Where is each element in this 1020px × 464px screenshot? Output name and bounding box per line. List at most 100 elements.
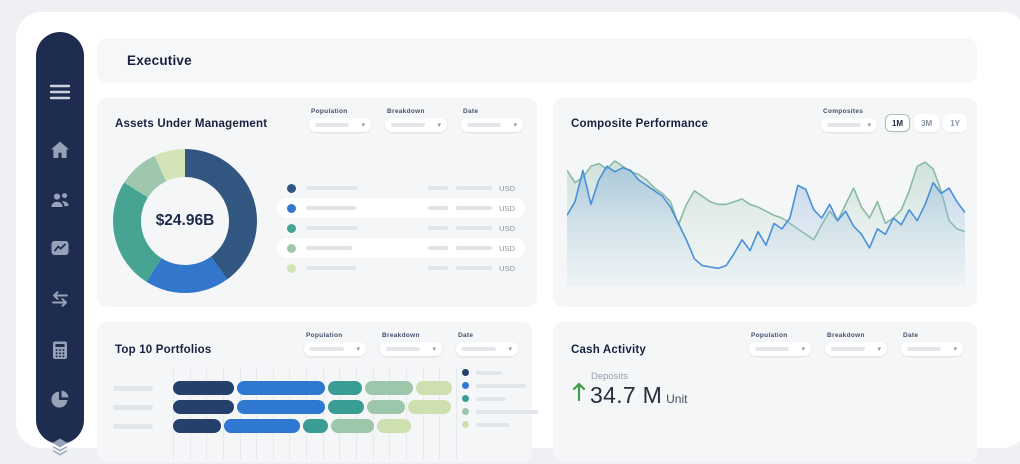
range-button-3m[interactable]: 3M — [914, 114, 940, 132]
portfolio-bar-row — [113, 419, 457, 433]
breakdown-dropdown[interactable]: ▾ — [380, 342, 442, 356]
currency-label: USD — [499, 203, 515, 213]
portfolio-bar-row — [113, 400, 457, 414]
chevron-down-icon: ▾ — [953, 345, 957, 353]
chevron-down-icon: ▾ — [437, 121, 441, 129]
population-dropdown[interactable]: ▾ — [749, 342, 811, 356]
placeholder-bar — [310, 347, 344, 351]
bar-segment-4 — [365, 381, 414, 395]
placeholder-bar — [456, 226, 493, 230]
legend-dot — [287, 243, 296, 253]
chart-folder-icon[interactable] — [48, 236, 72, 260]
hamburger-menu-button[interactable] — [48, 80, 72, 104]
composite-card-title: Composite Performance — [571, 118, 709, 130]
placeholder-bar — [476, 396, 506, 401]
placeholder-bar — [907, 347, 941, 351]
bar-segment-2 — [237, 400, 326, 414]
range-button-1m[interactable]: 1M — [884, 114, 911, 132]
portfolios-legend-item — [462, 382, 538, 389]
layers-icon[interactable] — [48, 435, 72, 459]
bar-track — [173, 400, 457, 414]
bar-segment-1 — [173, 419, 222, 433]
donut-segment-3 — [113, 182, 162, 282]
cash-card-title: Cash Activity — [571, 344, 647, 356]
legend-dot — [287, 263, 296, 273]
chevron-down-icon: ▾ — [432, 345, 436, 353]
placeholder-bar — [476, 383, 526, 388]
placeholder-bar — [428, 206, 449, 210]
placeholder-bar — [428, 246, 449, 250]
portfolios-legend-item — [462, 408, 538, 415]
filter-label: Population — [751, 332, 788, 339]
legend-dot — [462, 421, 469, 428]
placeholder-bar — [428, 226, 449, 230]
legend-dot — [462, 395, 469, 402]
filter-label: Composites — [822, 108, 864, 115]
filter-breakdown: Breakdown ▾ — [380, 332, 442, 356]
portfolios-filters: Population ▾ Breakdown ▾ Date ▾ — [304, 332, 518, 356]
breakdown-dropdown[interactable]: ▾ — [825, 342, 887, 356]
filter-label: Population — [306, 332, 343, 339]
users-icon[interactable] — [48, 188, 72, 212]
composite-controls: Composites ▾ 1M 3M 1Y — [820, 108, 967, 132]
currency-label: USD — [499, 183, 515, 193]
portfolios-legend — [462, 369, 538, 428]
chevron-down-icon: ▾ — [508, 345, 512, 353]
date-dropdown[interactable]: ▾ — [456, 342, 518, 356]
filter-label: Date — [463, 108, 479, 115]
donut-segment-1 — [185, 149, 257, 280]
population-dropdown[interactable]: ▾ — [309, 118, 371, 132]
time-range-toggle: 1M 3M 1Y — [884, 114, 967, 132]
deposits-unit: Unit — [666, 392, 688, 406]
home-icon[interactable] — [48, 138, 72, 162]
range-button-1y[interactable]: 1Y — [943, 114, 967, 132]
filter-label: Date — [458, 332, 474, 339]
chevron-down-icon: ▾ — [867, 121, 871, 129]
placeholder-bar — [755, 347, 789, 351]
legend-dot — [462, 369, 469, 376]
donut-segment-2 — [146, 256, 228, 293]
page-title: Executive — [127, 53, 192, 68]
cash-activity-card: Cash Activity Population ▾ Breakdown ▾ Date ▾… — [553, 322, 977, 462]
placeholder-bar — [306, 266, 356, 270]
aum-total-value: $24.96B — [155, 212, 215, 229]
sidebar — [36, 32, 84, 456]
donut-svg — [113, 149, 257, 293]
donut-segment-5 — [154, 149, 185, 182]
aum-donut-chart: $24.96B — [110, 146, 260, 296]
aum-legend: USD USD USD USD USD — [277, 178, 525, 278]
aum-legend-row: USD — [277, 238, 525, 258]
bar-segment-5 — [376, 419, 411, 433]
bar-segment-1 — [173, 381, 235, 395]
calculator-icon[interactable] — [48, 338, 72, 362]
placeholder-bar — [456, 266, 493, 270]
placeholder-bar — [456, 206, 493, 210]
aum-card-title: Assets Under Management — [115, 118, 268, 130]
aum-legend-row: USD — [277, 218, 525, 238]
population-dropdown[interactable]: ▾ — [304, 342, 366, 356]
placeholder-bar — [306, 206, 356, 210]
portfolios-legend-item — [462, 369, 538, 376]
date-dropdown[interactable]: ▾ — [461, 118, 523, 132]
bar-segment-5 — [416, 381, 452, 395]
row-label-placeholder — [113, 423, 153, 429]
pie-chart-icon[interactable] — [48, 387, 72, 411]
breakdown-dropdown[interactable]: ▾ — [385, 118, 447, 132]
bar-track — [173, 381, 457, 395]
chevron-down-icon: ▾ — [356, 345, 360, 353]
composites-dropdown[interactable]: ▾ — [820, 118, 877, 132]
swap-arrows-icon[interactable] — [48, 287, 72, 311]
filter-population: Population ▾ — [304, 332, 366, 356]
currency-label: USD — [499, 223, 515, 233]
date-dropdown[interactable]: ▾ — [901, 342, 963, 356]
placeholder-bar — [306, 226, 358, 230]
legend-dot — [462, 382, 469, 389]
gridline — [405, 366, 407, 460]
filter-label: Date — [903, 332, 919, 339]
placeholder-bar — [831, 347, 865, 351]
currency-label: USD — [499, 243, 515, 253]
chevron-down-icon: ▾ — [877, 345, 881, 353]
cash-filters: Population ▾ Breakdown ▾ Date ▾ — [749, 332, 963, 356]
chevron-down-icon: ▾ — [513, 121, 517, 129]
portfolios-legend-item — [462, 421, 538, 428]
